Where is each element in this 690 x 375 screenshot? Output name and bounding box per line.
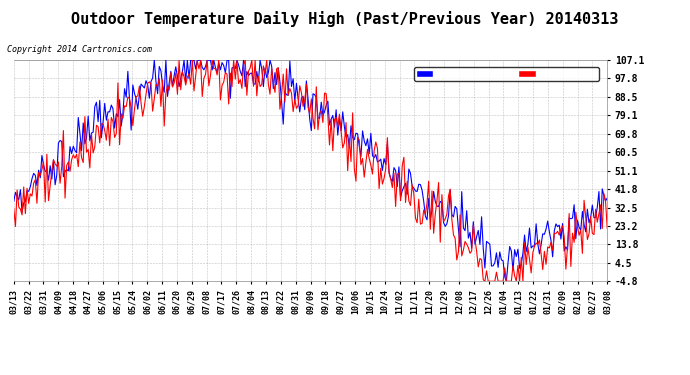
Text: Copyright 2014 Cartronics.com: Copyright 2014 Cartronics.com [7, 45, 152, 54]
Text: Outdoor Temperature Daily High (Past/Previous Year) 20140313: Outdoor Temperature Daily High (Past/Pre… [71, 11, 619, 27]
Legend: Previous  (°F), Past  (°F): Previous (°F), Past (°F) [413, 67, 600, 81]
